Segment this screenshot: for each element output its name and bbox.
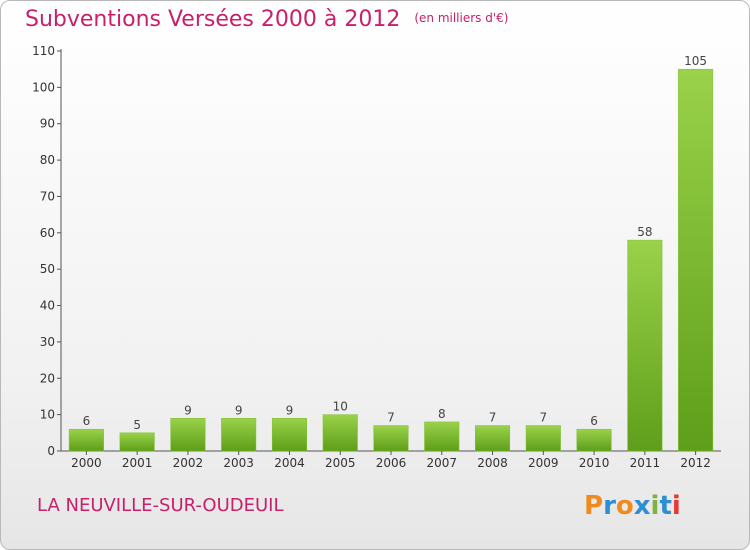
data-label: 7 xyxy=(387,411,395,425)
logo-letter: i xyxy=(671,491,681,521)
x-tick-label: 2000 xyxy=(71,456,102,470)
x-tick-label: 2008 xyxy=(477,456,508,470)
logo-letter: r xyxy=(603,491,616,521)
data-label: 7 xyxy=(489,411,497,425)
y-tick-label: 40 xyxy=(40,299,55,313)
bar xyxy=(68,428,104,452)
y-tick-label: 50 xyxy=(40,262,55,276)
data-label: 105 xyxy=(684,54,707,68)
bar xyxy=(627,239,663,452)
data-label: 6 xyxy=(83,414,91,428)
y-tick-label: 90 xyxy=(40,117,55,131)
x-tick-label: 2012 xyxy=(680,456,711,470)
data-label: 5 xyxy=(133,418,141,432)
logo-letter: P xyxy=(584,491,604,521)
title-row: Subventions Versées 2000 à 2012 (en milli… xyxy=(25,7,508,32)
bar xyxy=(576,428,612,452)
x-tick-label: 2007 xyxy=(426,456,457,470)
y-tick-label: 70 xyxy=(40,189,55,203)
y-tick-label: 0 xyxy=(47,444,55,458)
logo-letter: o xyxy=(615,491,634,521)
y-tick-label: 100 xyxy=(32,80,55,94)
bar xyxy=(221,418,257,452)
bar xyxy=(170,418,206,452)
data-label: 9 xyxy=(286,403,294,417)
data-label: 58 xyxy=(637,225,652,239)
chart-title: Subventions Versées 2000 à 2012 xyxy=(25,7,401,32)
bar xyxy=(322,414,358,452)
logo-letter: t xyxy=(659,491,672,521)
data-label: 7 xyxy=(539,411,547,425)
x-tick-label: 2004 xyxy=(274,456,305,470)
bar xyxy=(373,425,409,452)
logo-letter: x xyxy=(633,491,651,521)
data-label: 9 xyxy=(235,403,243,417)
bar xyxy=(525,425,561,452)
bar xyxy=(271,418,307,452)
bar xyxy=(424,421,460,452)
x-tick-label: 2003 xyxy=(223,456,254,470)
x-tick-label: 2006 xyxy=(376,456,407,470)
data-label: 10 xyxy=(333,400,348,414)
bar xyxy=(475,425,511,452)
bar xyxy=(119,432,155,452)
y-tick-label: 30 xyxy=(40,335,55,349)
data-label: 9 xyxy=(184,403,192,417)
logo-letter: i xyxy=(650,491,660,521)
x-tick-label: 2011 xyxy=(630,456,661,470)
x-tick-label: 2009 xyxy=(528,456,559,470)
x-tick-label: 2001 xyxy=(122,456,153,470)
bar xyxy=(678,68,714,452)
x-tick-label: 2005 xyxy=(325,456,356,470)
x-tick-label: 2010 xyxy=(579,456,610,470)
y-tick-label: 110 xyxy=(32,44,55,58)
chart-unit-note: (en milliers d'€) xyxy=(414,11,509,25)
proxiti-logo: Proxiti xyxy=(584,491,681,521)
data-label: 8 xyxy=(438,407,446,421)
y-tick-label: 10 xyxy=(40,408,55,422)
x-tick-label: 2002 xyxy=(173,456,204,470)
y-tick-label: 80 xyxy=(40,153,55,167)
y-tick-label: 60 xyxy=(40,226,55,240)
data-label: 6 xyxy=(590,414,598,428)
y-tick-label: 20 xyxy=(40,371,55,385)
commune-name: LA NEUVILLE-SUR-OUDEUIL xyxy=(37,495,284,516)
